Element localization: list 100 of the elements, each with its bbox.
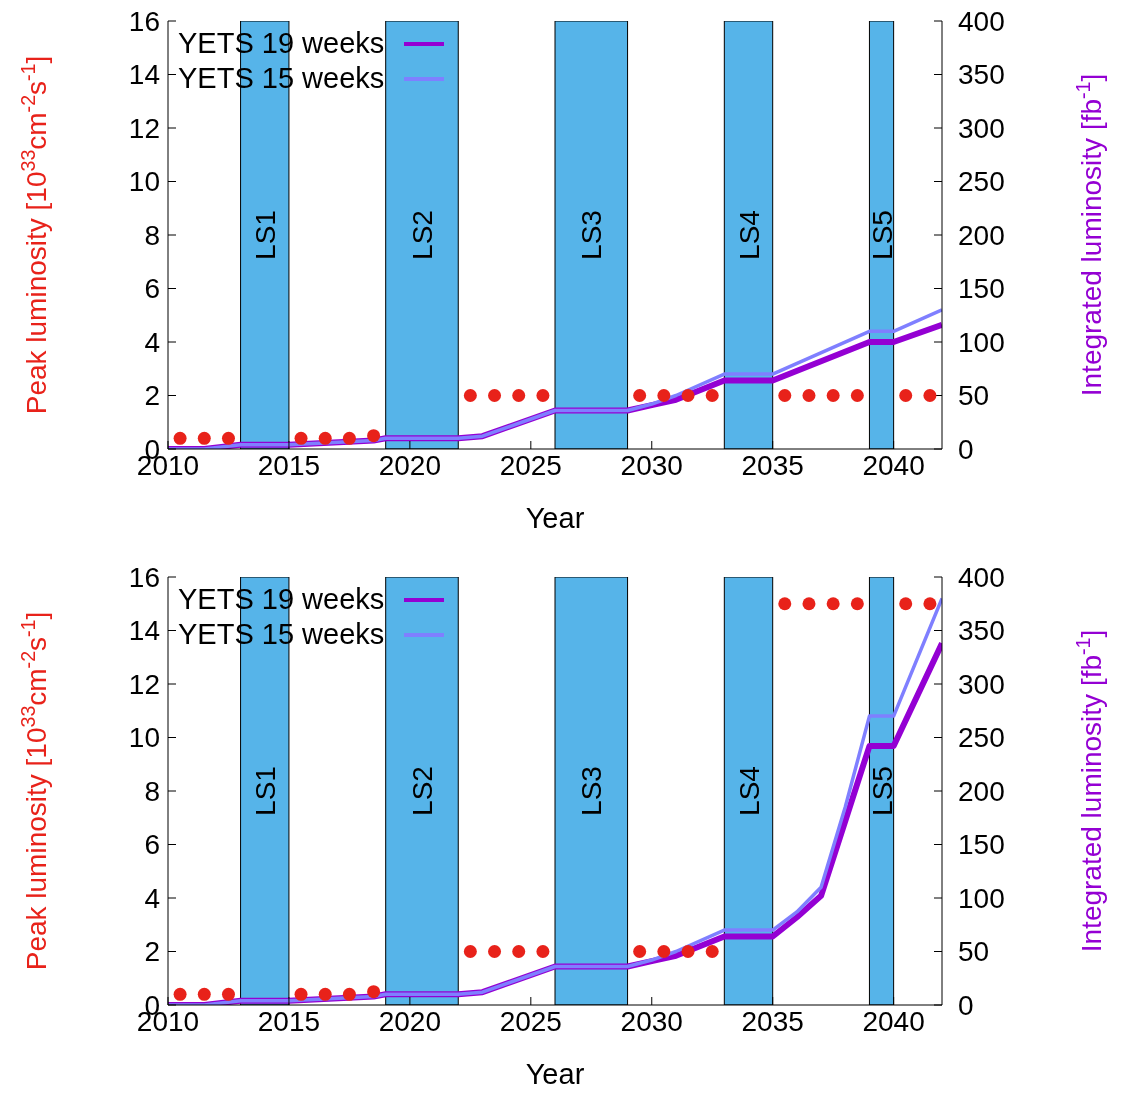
x-tick-label: 2035 — [741, 1005, 804, 1037]
y2-tick-label: 350 — [958, 615, 1005, 647]
point — [681, 945, 695, 958]
point — [173, 987, 187, 1001]
y2-tick-label: 300 — [958, 112, 1005, 144]
y2-tick-label: 400 — [958, 5, 1005, 37]
point — [221, 987, 235, 1001]
band-label: LS1 — [249, 210, 281, 260]
band-label: LS2 — [406, 210, 438, 260]
band-label: LS4 — [733, 210, 765, 260]
point — [367, 985, 381, 999]
x-tick-label: 2030 — [620, 1005, 683, 1037]
x-tick-label: 2025 — [499, 1005, 562, 1037]
y-tick-label: 12 — [128, 668, 160, 700]
point — [681, 389, 695, 402]
y-tick-label: 6 — [144, 829, 160, 861]
point — [826, 597, 840, 611]
point — [342, 987, 356, 1001]
point — [705, 389, 719, 402]
x-tick-label: 2015 — [257, 1005, 321, 1037]
point — [536, 945, 550, 958]
point — [633, 389, 647, 402]
point — [657, 389, 671, 402]
band-label: LS3 — [576, 766, 608, 816]
point — [705, 945, 719, 958]
y2-tick-label: 0 — [958, 989, 974, 1021]
y-tick-label: 8 — [144, 775, 160, 807]
y-tick-label: 16 — [128, 5, 160, 37]
band-label: LS1 — [249, 766, 281, 816]
y-tick-label: 16 — [128, 561, 160, 593]
x-tick-label: 2020 — [378, 449, 442, 481]
point — [512, 945, 526, 958]
point — [221, 431, 235, 445]
y-tick-label: 4 — [144, 882, 160, 914]
x-tick-label: 2040 — [862, 1005, 925, 1037]
y2-tick-label: 300 — [958, 668, 1005, 700]
y-tick-label: 2 — [144, 936, 160, 968]
y2-tick-label: 350 — [958, 59, 1005, 91]
y2-tick-label: 200 — [958, 775, 1005, 807]
point — [850, 597, 864, 611]
point — [850, 389, 864, 402]
point — [463, 389, 477, 402]
y2-tick-label: 0 — [958, 433, 974, 465]
point — [318, 987, 332, 1001]
point — [488, 945, 502, 958]
band-label: LS3 — [576, 210, 608, 260]
y2-tick-label: 200 — [958, 219, 1005, 251]
y-tick-label: 14 — [128, 615, 160, 647]
y2-tick-label: 50 — [958, 936, 990, 968]
point — [318, 431, 332, 445]
point — [536, 389, 550, 402]
point — [342, 431, 356, 445]
point — [488, 389, 502, 402]
band-label: LS2 — [406, 766, 438, 816]
point — [802, 389, 816, 402]
y2-tick-label: 100 — [958, 882, 1005, 914]
point — [173, 431, 187, 445]
point — [802, 597, 816, 611]
x-tick-label: 2020 — [378, 1005, 442, 1037]
point — [778, 597, 792, 611]
point — [294, 987, 308, 1001]
point — [657, 945, 671, 958]
y2-tick-label: 150 — [958, 829, 1005, 861]
x-tick-label: 2030 — [620, 449, 683, 481]
band-label: LS5 — [866, 210, 898, 260]
point — [197, 431, 211, 445]
point — [826, 389, 840, 402]
x-tick-label: 2040 — [862, 449, 925, 481]
x-axis-title: Year — [525, 502, 585, 534]
point — [512, 389, 526, 402]
y-tick-label: 6 — [144, 273, 160, 305]
y2-tick-label: 250 — [958, 166, 1005, 198]
y2-tick-label: 150 — [958, 273, 1005, 305]
band-label: LS4 — [733, 766, 765, 816]
y-tick-label: 10 — [128, 166, 160, 198]
y2-tick-label: 400 — [958, 561, 1005, 593]
point — [463, 945, 477, 958]
y2-tick-label: 250 — [958, 722, 1005, 754]
y-tick-label: 14 — [128, 59, 160, 91]
band-label: LS5 — [866, 766, 898, 816]
x-tick-label: 2035 — [741, 449, 804, 481]
y-tick-label: 4 — [144, 326, 160, 358]
x-axis-title: Year — [525, 1058, 585, 1090]
y-tick-label: 12 — [128, 112, 160, 144]
point — [923, 389, 937, 402]
point — [633, 945, 647, 958]
y-tick-label: 2 — [144, 380, 160, 412]
y-tick-label: 10 — [128, 722, 160, 754]
point — [778, 389, 792, 402]
y-tick-label: 8 — [144, 219, 160, 251]
point — [899, 597, 913, 611]
point — [923, 597, 937, 611]
x-tick-label: 2025 — [499, 449, 562, 481]
point — [294, 431, 308, 445]
point — [367, 429, 381, 443]
y2-tick-label: 50 — [958, 380, 990, 412]
x-tick-label: 2015 — [257, 449, 321, 481]
y2-tick-label: 100 — [958, 326, 1005, 358]
point — [899, 389, 913, 402]
point — [197, 987, 211, 1001]
